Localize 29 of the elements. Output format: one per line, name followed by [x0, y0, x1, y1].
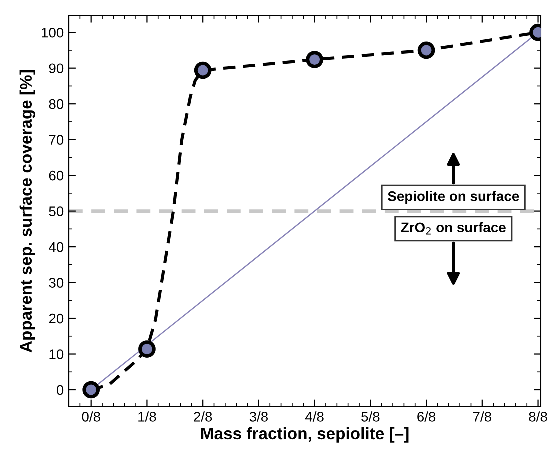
y-tick-label: 70	[49, 135, 64, 145]
x-tick-label: 8/8	[529, 412, 548, 422]
y-tick-label: 90	[49, 64, 64, 74]
y-tick-label: 0	[56, 385, 64, 396]
y-tick-label: 100	[42, 28, 64, 38]
x-tick-label: 0/8	[82, 412, 100, 422]
point	[306, 51, 324, 68]
x-axis-title: Mass fraction, sepiolite [–]	[201, 427, 409, 443]
x-tick-label: 2/8	[194, 412, 212, 422]
x-tick-label: 4/8	[305, 412, 324, 422]
y-tick-label: 50	[49, 206, 64, 216]
y-tick-label: 80	[49, 99, 64, 110]
y-tick-label: 60	[49, 170, 64, 181]
point	[138, 340, 156, 358]
y-tick-label: 30	[49, 278, 64, 288]
x-tick-label: 5/8	[362, 412, 380, 422]
point	[194, 62, 212, 80]
x-tick-label: 3/8	[250, 412, 268, 422]
y-tick-label: 20	[49, 314, 64, 324]
x-tick-label: 1/8	[138, 412, 156, 422]
point	[82, 381, 100, 399]
y-tick-label: 40	[49, 242, 64, 252]
annotation: ZrO$_{2}$ on surface	[401, 222, 506, 235]
point	[418, 42, 436, 60]
x-tick-label: 7/8	[473, 412, 492, 422]
x-tick-label: 6/8	[418, 412, 436, 422]
y-tick-label: 10	[50, 350, 64, 360]
y-axis-title: Apparent sep. surface coverage [%]	[20, 70, 36, 353]
annotation: Sepiolite on surface	[388, 191, 520, 204]
